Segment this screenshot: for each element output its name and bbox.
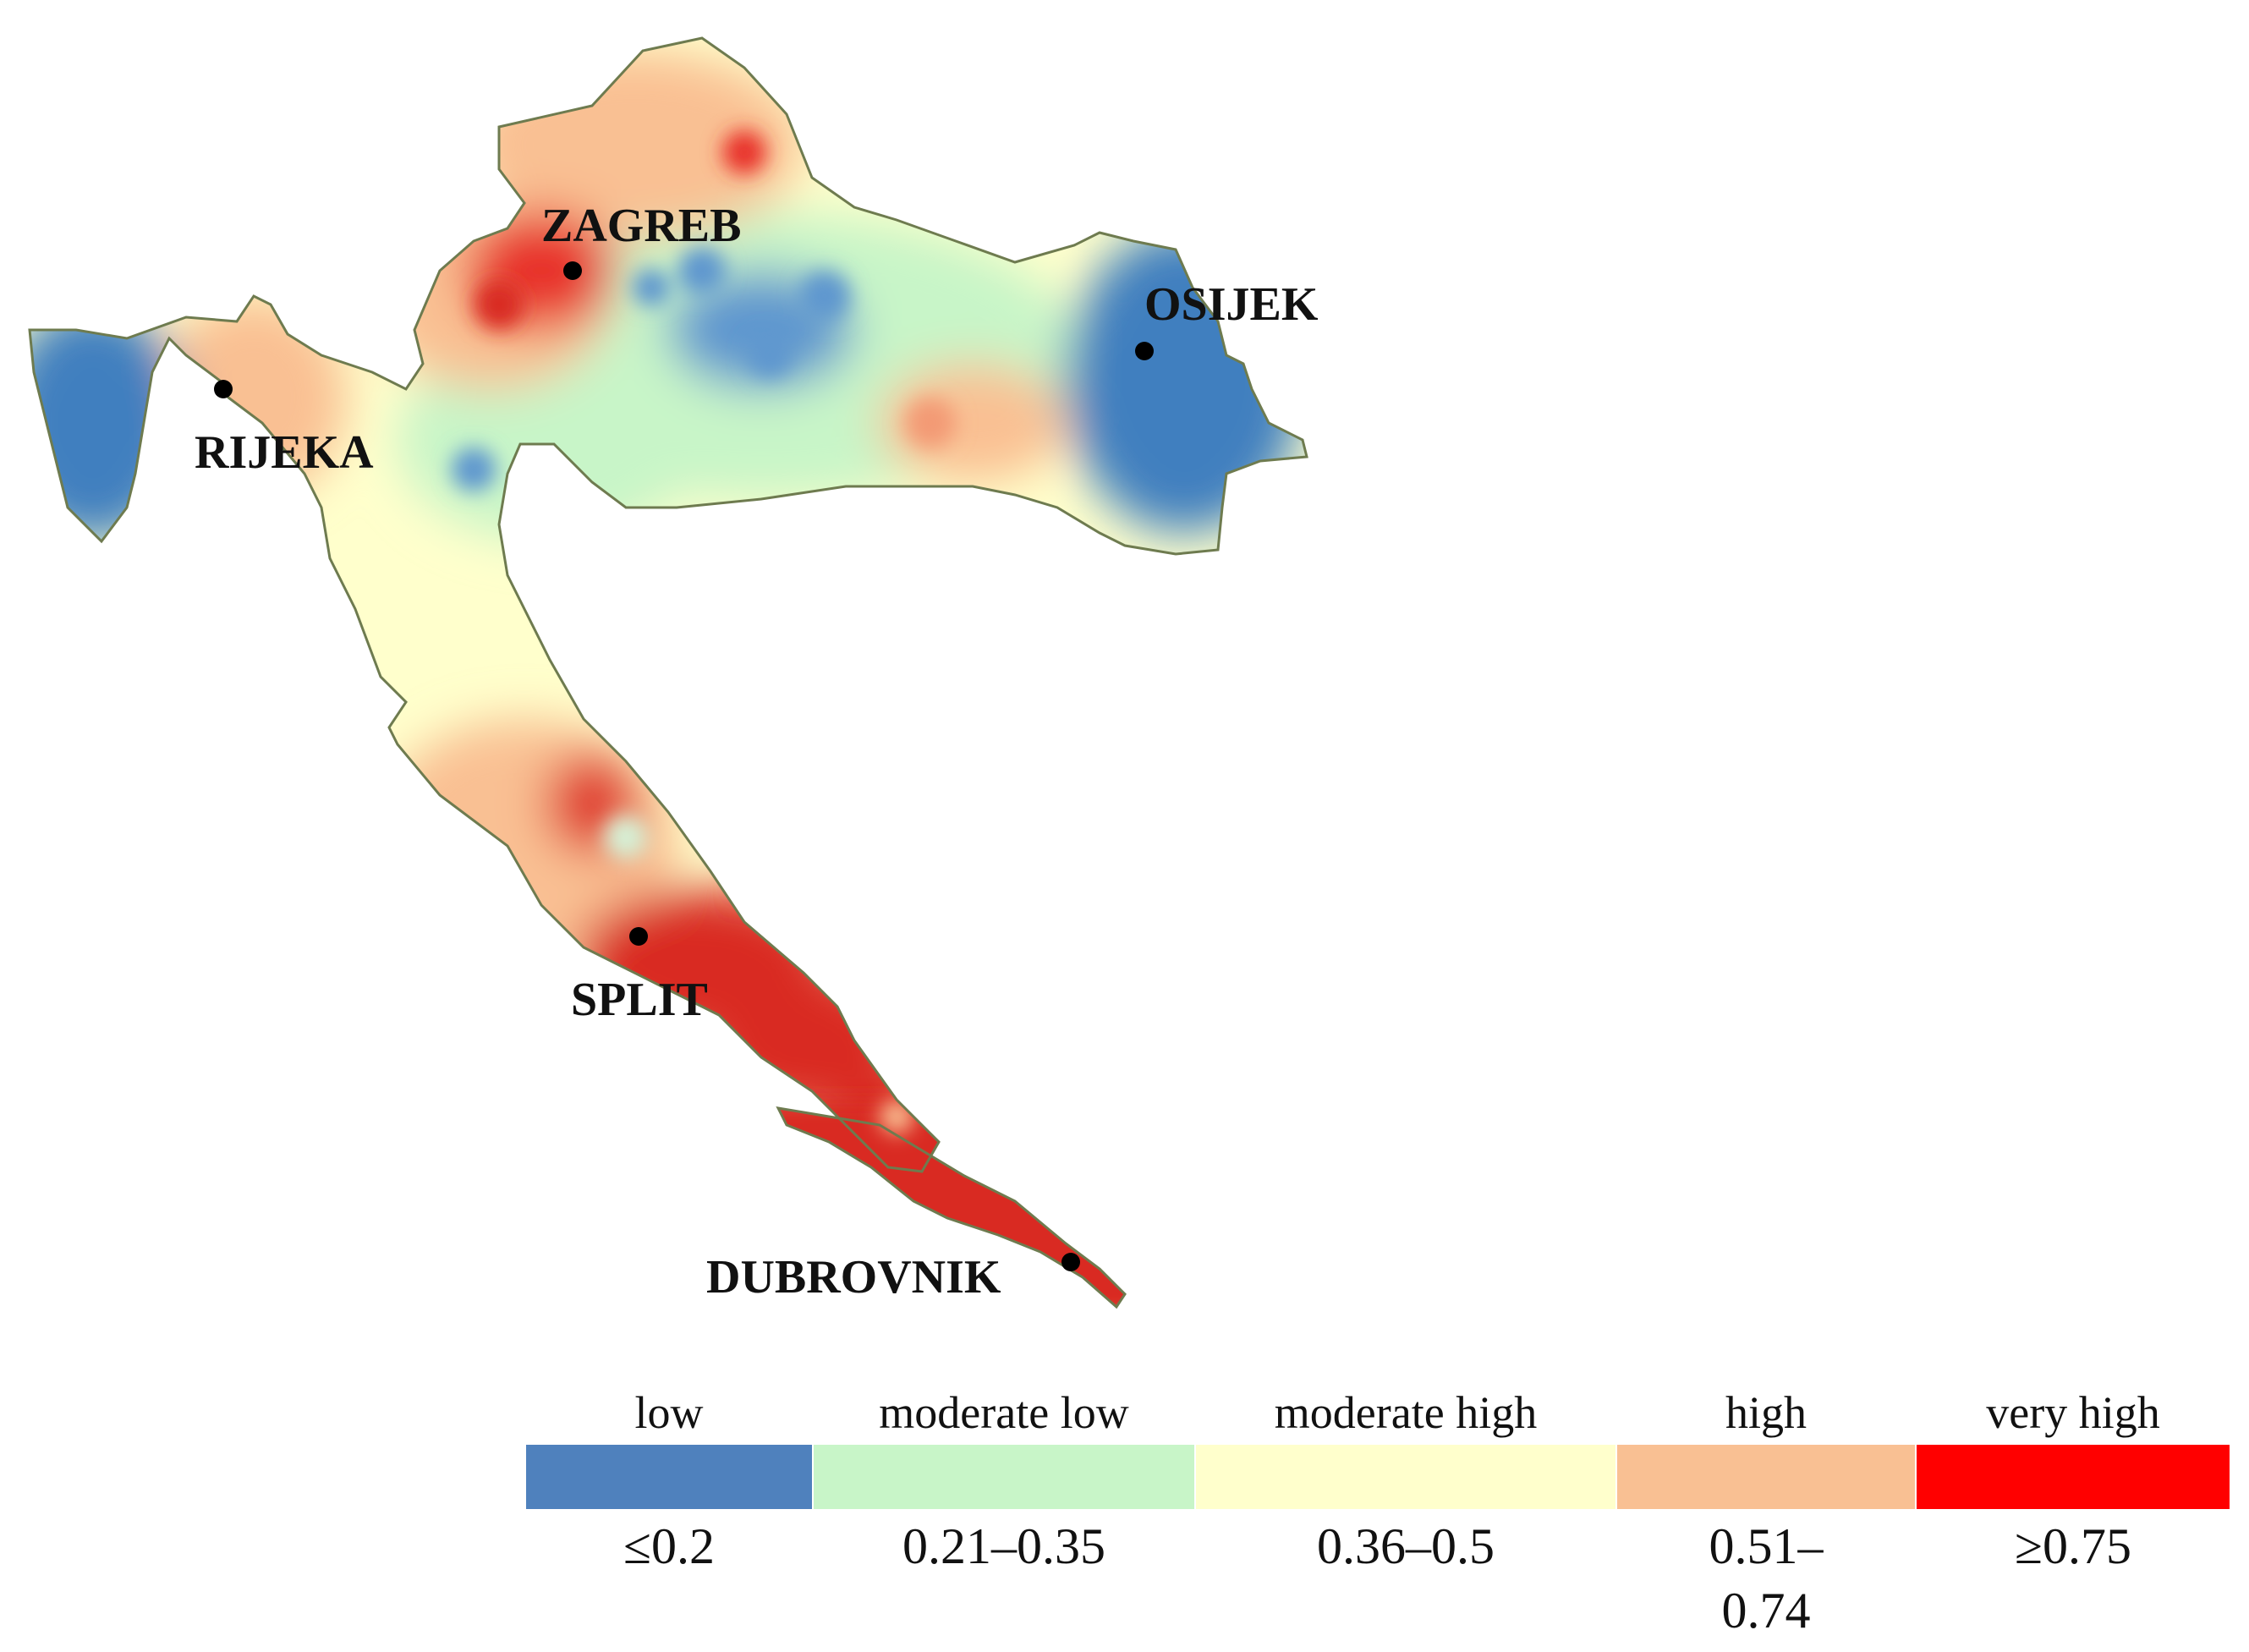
legend-label-moderate-high: moderate high (1274, 1387, 1538, 1438)
legend-label-very-high: very high (1986, 1387, 2160, 1438)
legend-range-low: ≤0.2 (623, 1518, 715, 1574)
city-marker (214, 380, 233, 398)
city-marker (563, 261, 582, 280)
legend-label-high: high (1725, 1387, 1807, 1438)
legend-label-moderate-low: moderate low (879, 1387, 1129, 1438)
city-label-osijek: OSIJEK (1144, 278, 1319, 331)
city-zagreb: ZAGREB (541, 200, 742, 280)
city-rijeka: RIJEKA (195, 380, 374, 479)
city-split: SPLIT (571, 927, 708, 1026)
city-label-zagreb: ZAGREB (541, 200, 742, 252)
legend-swatch-very-high (1917, 1445, 2230, 1509)
legend-swatch-moderate-high (1196, 1445, 1615, 1509)
city-label-split: SPLIT (571, 974, 708, 1026)
city-label-rijeka: RIJEKA (195, 426, 374, 479)
legend-range-moderate-low: 0.21–0.35 (902, 1518, 1105, 1574)
city-marker (1061, 1253, 1080, 1271)
city-marker (629, 927, 648, 946)
legend-range-high: 0.51– 0.74 (1709, 1518, 1824, 1638)
legend-range-very-high: ≥0.75 (2015, 1518, 2131, 1574)
city-label-dubrovnik: DUBROVNIK (706, 1251, 1001, 1303)
city-dubrovnik: DUBROVNIK (706, 1251, 1080, 1303)
city-osijek: OSIJEK (1135, 278, 1319, 360)
legend-swatch-moderate-low (814, 1445, 1194, 1509)
legend-swatch-high (1617, 1445, 1915, 1509)
legend-label-low: low (634, 1387, 704, 1438)
legend-swatch-low (526, 1445, 812, 1509)
city-marker (1135, 342, 1154, 360)
legend-range-moderate-high: 0.36–0.5 (1317, 1518, 1495, 1574)
